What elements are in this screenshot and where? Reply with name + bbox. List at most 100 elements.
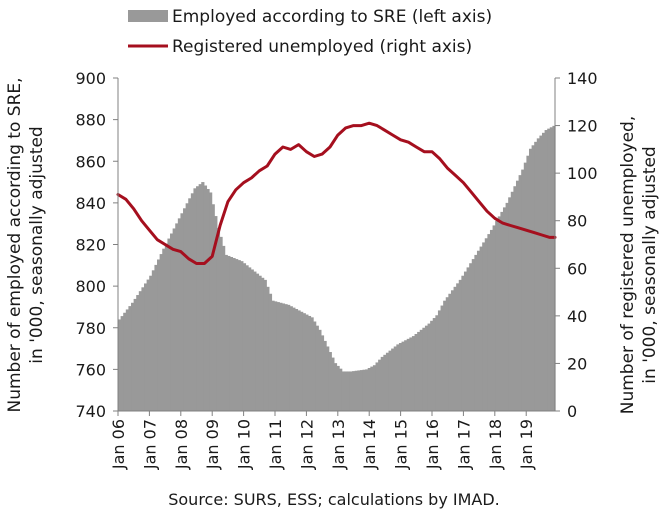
employed-bar	[456, 283, 460, 411]
employed-bar	[398, 343, 403, 411]
employed-bar	[375, 362, 379, 411]
employed-bar	[528, 148, 533, 411]
legend-label-employed: Employed according to SRE (left axis)	[172, 7, 492, 27]
employed-bar	[281, 303, 286, 411]
right-tick-label: 100	[567, 164, 598, 183]
employed-bar	[422, 327, 426, 411]
employed-bar	[201, 182, 205, 411]
right-tick-label: 20	[567, 354, 587, 373]
employed-bar	[146, 279, 150, 411]
employed-bar	[549, 127, 553, 411]
employed-bar	[268, 293, 273, 411]
employed-bar	[497, 216, 501, 411]
x-tick-label: Jan 07	[140, 419, 159, 470]
employed-bar	[354, 370, 358, 411]
employed-bar	[518, 175, 522, 411]
employed-bar	[219, 236, 223, 411]
employed-bar	[536, 138, 540, 412]
employed-bar	[362, 369, 366, 411]
employed-bar	[118, 319, 122, 411]
employed-bar	[359, 370, 364, 411]
employed-bar	[461, 275, 465, 411]
left-tick-label: 780	[75, 319, 106, 338]
employed-bar	[372, 365, 377, 411]
employed-bar	[448, 293, 452, 411]
employed-bar	[513, 186, 517, 411]
employed-bar	[255, 273, 260, 411]
employed-bar	[440, 305, 444, 411]
employed-bar	[313, 321, 317, 411]
employed-bar	[339, 368, 343, 411]
employed-bar	[271, 300, 275, 411]
employed-bar	[547, 128, 551, 411]
employed-bar	[406, 338, 410, 411]
employed-bar	[310, 317, 314, 411]
employed-bar	[466, 267, 470, 411]
employed-bar	[515, 180, 520, 411]
employed-bar	[526, 155, 530, 411]
employed-bar	[492, 225, 496, 411]
employed-bar	[409, 337, 413, 411]
employed-bar	[427, 323, 431, 411]
employed-bar	[508, 197, 512, 411]
employed-bar	[380, 356, 384, 411]
employed-bar	[469, 263, 473, 411]
employed-bar	[349, 371, 353, 411]
employed-bar	[144, 283, 148, 411]
left-tick-label: 880	[75, 111, 106, 130]
employed-bar	[206, 189, 210, 411]
employed-bar	[138, 291, 143, 411]
employed-bar	[279, 302, 283, 411]
employed-bar	[297, 310, 301, 411]
employed-bar	[388, 350, 392, 411]
employed-bar	[487, 234, 491, 411]
employed-bar	[344, 371, 348, 411]
left-tick-label: 860	[75, 152, 106, 171]
left-tick-label: 800	[75, 277, 106, 296]
employed-bar	[523, 162, 527, 411]
employed-bar	[500, 211, 504, 411]
x-tick-label: Jan 15	[392, 419, 411, 470]
x-tick-label: Jan 14	[360, 419, 379, 470]
employed-bar	[320, 335, 325, 411]
employed-bar	[149, 275, 153, 411]
left-tick-label: 900	[75, 69, 106, 88]
employed-bar	[318, 329, 322, 411]
employed-bar	[123, 312, 127, 411]
employed-bar	[411, 336, 416, 411]
employed-bar	[289, 306, 293, 411]
employed-bar	[471, 259, 475, 411]
employed-bar	[315, 325, 319, 411]
left-tick-label: 840	[75, 194, 106, 213]
employed-bar	[333, 363, 338, 411]
employed-bar	[209, 192, 213, 411]
employed-bar	[292, 307, 296, 411]
employed-bar	[544, 130, 548, 411]
employed-bar	[430, 320, 434, 411]
employed-bar	[128, 306, 132, 411]
employed-bar	[484, 238, 488, 411]
employed-bar	[253, 271, 257, 411]
employed-bar	[274, 301, 278, 411]
right-axis-ticks: 0 20 40 60 80 100 120 140	[555, 69, 598, 421]
x-tick-label: Jan 19	[517, 419, 536, 470]
x-tick-label: Jan 11	[266, 419, 285, 470]
employed-bar	[357, 370, 361, 411]
employed-bar	[336, 365, 340, 411]
employed-bar	[157, 259, 161, 411]
employed-bar	[385, 352, 390, 411]
employed-bar	[367, 367, 371, 411]
employed-bar	[510, 191, 514, 411]
left-tick-label: 740	[75, 402, 106, 421]
employed-bar	[235, 259, 239, 411]
employed-bar	[352, 371, 356, 411]
employed-bar	[463, 271, 468, 411]
employed-bar	[162, 248, 166, 411]
employed-bar	[393, 346, 397, 411]
employed-bar	[250, 269, 254, 411]
employed-bar	[198, 184, 202, 411]
employed-bar	[240, 261, 244, 411]
employed-bar	[450, 290, 455, 411]
employed-bar	[237, 260, 241, 411]
employed-bar	[437, 310, 442, 411]
